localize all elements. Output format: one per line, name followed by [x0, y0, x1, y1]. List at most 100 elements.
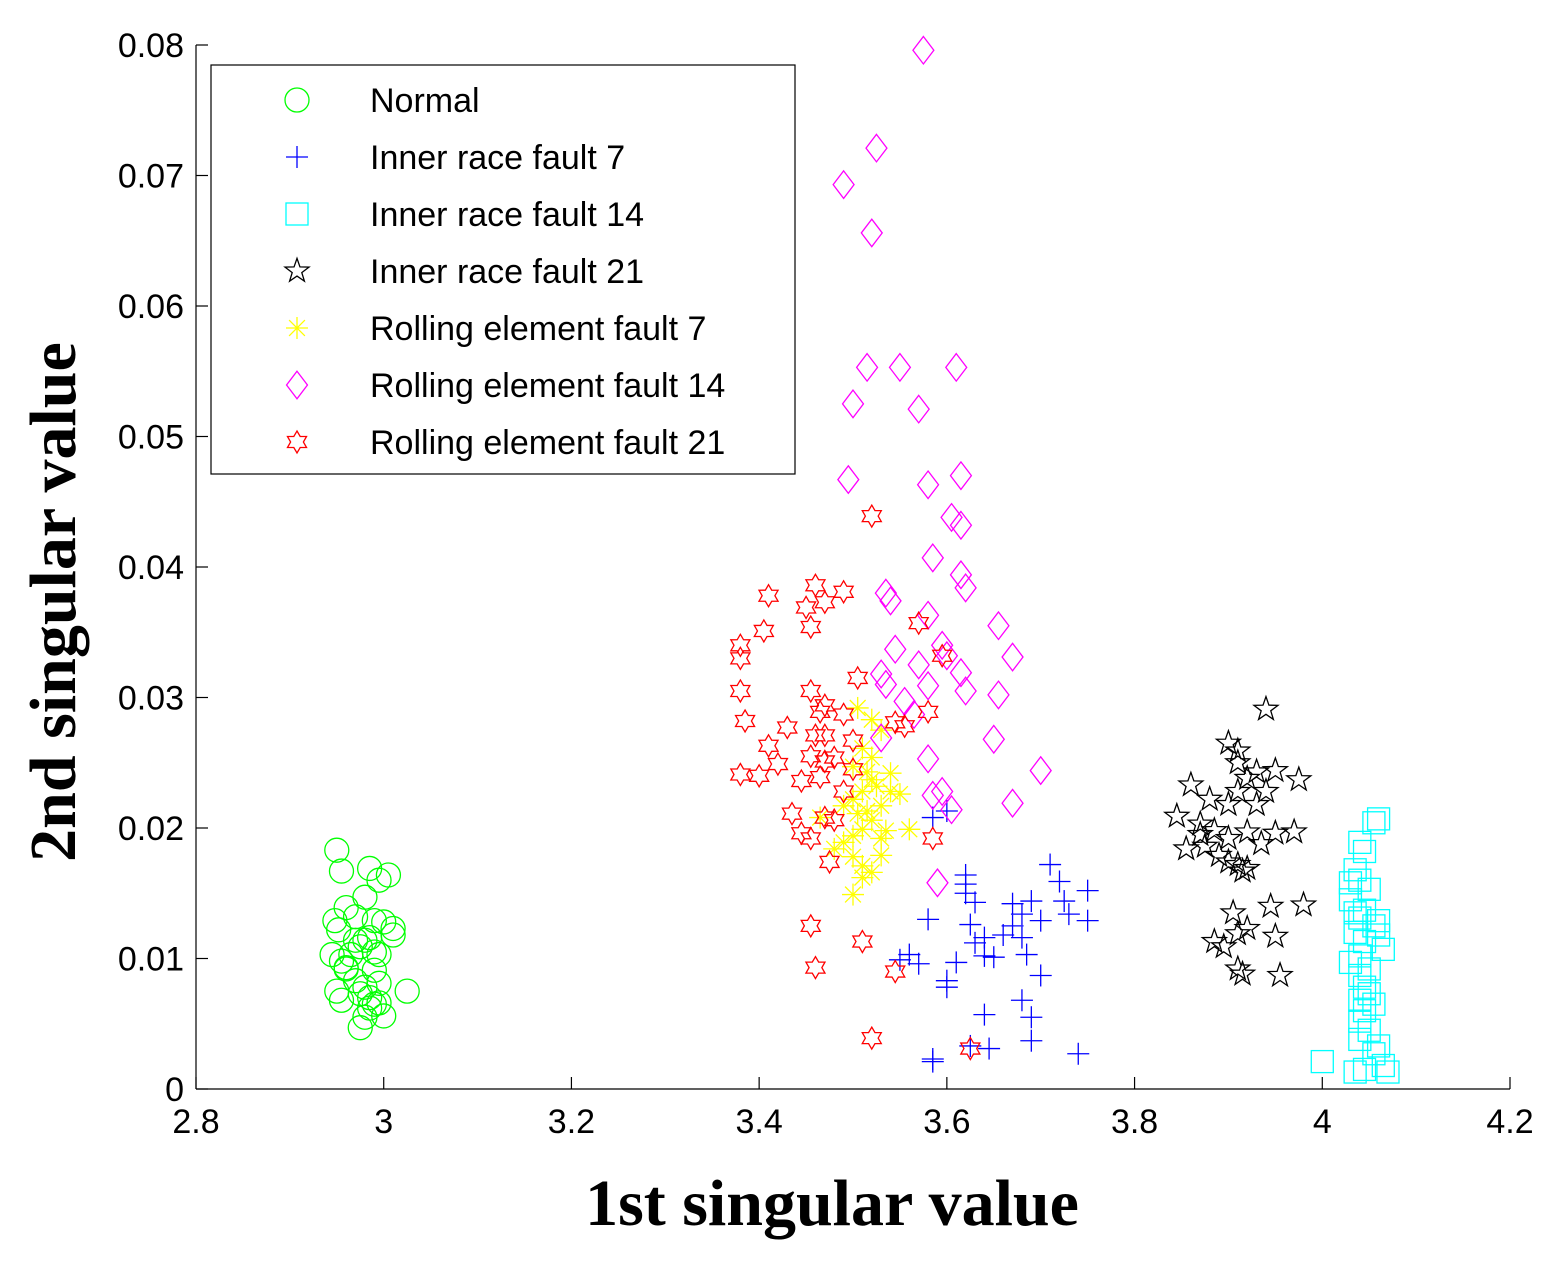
data-point [1371, 937, 1395, 962]
legend-entry-label: Rolling element fault 7 [370, 310, 706, 348]
data-point [1376, 1060, 1400, 1084]
y-tick-label: 0.04 [118, 549, 184, 587]
y-tick-label: 0.03 [118, 680, 184, 718]
data-point [851, 818, 874, 841]
data-point [814, 693, 836, 718]
data-point [898, 943, 921, 966]
data-point [1233, 817, 1262, 844]
data-point [1233, 913, 1262, 941]
data-point [1010, 989, 1033, 1012]
data-point [729, 633, 752, 658]
data-point [954, 573, 977, 603]
legend-entry-label: Rolling element fault 21 [370, 424, 725, 462]
data-point [1352, 839, 1377, 864]
data-point [842, 728, 864, 753]
data-point [1348, 963, 1372, 988]
data-point [352, 974, 378, 1000]
data-point [856, 800, 879, 823]
data-point [1343, 1060, 1367, 1084]
series-5 [832, 35, 1052, 898]
data-point [973, 944, 996, 967]
data-point [860, 218, 884, 248]
data-point [380, 915, 406, 942]
data-point [1186, 809, 1215, 836]
data-point [1261, 921, 1290, 949]
data-point [921, 806, 944, 829]
data-point [1280, 817, 1308, 844]
data-point [916, 469, 940, 500]
data-point [319, 941, 345, 968]
data-point [907, 650, 930, 680]
data-point [1252, 694, 1280, 722]
data-point [814, 723, 836, 748]
data-point [1001, 914, 1024, 937]
series-1 [888, 800, 1099, 1073]
y-tick-label: 0.02 [118, 810, 184, 848]
data-point [1076, 879, 1099, 902]
data-point [837, 464, 860, 495]
data-point [916, 744, 940, 774]
data-point [1076, 909, 1099, 932]
data-point [893, 713, 916, 739]
data-point [814, 749, 836, 774]
data-point [1015, 943, 1038, 966]
legend-entry-label: Normal [370, 82, 480, 120]
data-point [371, 1003, 397, 1029]
data-point [987, 680, 1010, 710]
data-point [790, 768, 813, 794]
data-point [814, 805, 836, 830]
data-point [944, 352, 968, 383]
data-point [809, 764, 831, 790]
data-point [757, 733, 780, 759]
data-point [935, 969, 958, 992]
data-point [748, 763, 770, 789]
data-point [879, 586, 902, 616]
data-point [842, 756, 864, 782]
data-point [832, 702, 855, 727]
data-point [818, 849, 841, 875]
data-point [1233, 763, 1262, 791]
legend-entry-label: Inner race fault 7 [370, 139, 625, 177]
data-point [767, 751, 789, 777]
data-point [1195, 784, 1224, 812]
legend-box [210, 64, 796, 475]
data-point [1343, 920, 1367, 945]
data-point [1352, 1057, 1377, 1082]
data-point [949, 657, 973, 688]
data-point [1256, 891, 1285, 919]
legend-entry-label: Inner race fault 21 [370, 253, 644, 291]
data-point [804, 955, 827, 980]
data-point [361, 939, 387, 965]
data-point [356, 924, 383, 951]
x-tick-label: 3 [374, 1103, 393, 1141]
data-point [326, 917, 352, 943]
data-point [1348, 906, 1372, 930]
data-point [847, 665, 869, 691]
data-point [1223, 736, 1252, 763]
data-point [1219, 898, 1247, 925]
data-point [1289, 890, 1318, 917]
data-point [884, 959, 906, 984]
data-point [1357, 1018, 1381, 1042]
data-point [949, 510, 973, 541]
data-point [1029, 964, 1052, 987]
data-point [940, 502, 963, 533]
data-point [1010, 926, 1033, 949]
x-axis-label: 1st singular value [585, 1167, 1079, 1240]
data-point [922, 826, 944, 851]
data-point [902, 699, 926, 730]
data-point [1048, 870, 1071, 893]
data-point [1362, 1042, 1386, 1066]
data-point [832, 794, 855, 817]
data-point [1362, 811, 1386, 835]
data-point [1223, 776, 1252, 804]
series-2 [1310, 807, 1400, 1084]
data-point [888, 783, 911, 806]
data-point [888, 352, 912, 383]
data-point [1371, 1053, 1395, 1078]
x-tick-label: 3.2 [548, 1103, 595, 1141]
data-point [356, 995, 383, 1021]
data-point [945, 951, 968, 974]
data-point [333, 954, 359, 981]
series-3 [1162, 694, 1318, 988]
